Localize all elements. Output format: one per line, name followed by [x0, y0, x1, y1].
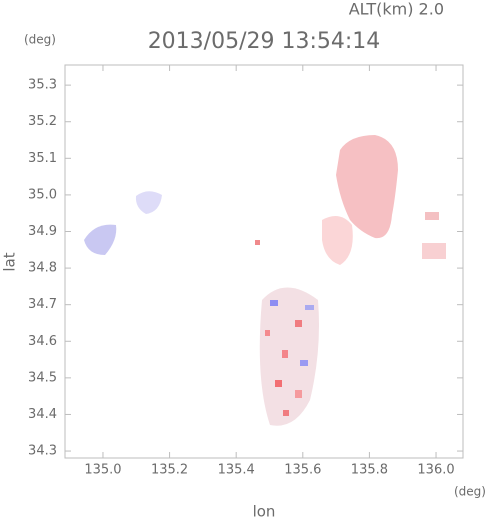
- y-tick-label: 34.7: [28, 297, 57, 312]
- x-unit: (deg): [454, 485, 486, 499]
- x-axis-label: lon: [253, 503, 276, 521]
- y-tick-label: 34.8: [28, 261, 57, 276]
- echo: [305, 305, 314, 310]
- x-tick-label: 135.0: [84, 463, 121, 478]
- x-tick-label: 136.0: [417, 463, 454, 478]
- echo: [265, 330, 270, 336]
- x-tick-label: 135.2: [151, 463, 188, 478]
- y-tick-label: 34.9: [28, 224, 57, 239]
- y-axis-label: lat: [1, 252, 19, 271]
- radar-echoes: [84, 135, 446, 426]
- y-tick-label: 34.6: [28, 334, 57, 349]
- echo: [295, 390, 302, 398]
- echo: [422, 243, 446, 259]
- y-tick-label: 35.3: [28, 78, 57, 93]
- echo: [84, 224, 117, 255]
- chart-title: 2013/05/29 13:54:14: [148, 29, 381, 54]
- echo-main: [336, 135, 398, 239]
- y-tick-label: 34.5: [28, 370, 57, 385]
- y-unit: (deg): [24, 33, 56, 47]
- echo: [255, 240, 260, 245]
- x-tick-label: 135.6: [284, 463, 321, 478]
- echo: [425, 212, 439, 220]
- echo: [259, 287, 319, 426]
- y-tick-label: 35.0: [28, 187, 57, 202]
- echo: [295, 320, 302, 327]
- echo: [322, 216, 353, 265]
- echo: [300, 360, 308, 366]
- x-tick-label: 135.8: [351, 463, 388, 478]
- echo: [275, 380, 282, 387]
- echo: [283, 410, 289, 416]
- echo: [282, 350, 288, 358]
- y-tick-label: 35.1: [28, 151, 57, 166]
- echo: [270, 300, 278, 306]
- y-tick-label: 34.3: [28, 444, 57, 459]
- y-tick-label: 35.2: [28, 114, 57, 129]
- altitude-label: ALT(km) 2.0: [349, 0, 444, 19]
- echo: [135, 191, 162, 214]
- y-tick-label: 34.4: [28, 407, 57, 422]
- plot-frame: [64, 64, 464, 459]
- x-tick-label: 135.4: [218, 463, 255, 478]
